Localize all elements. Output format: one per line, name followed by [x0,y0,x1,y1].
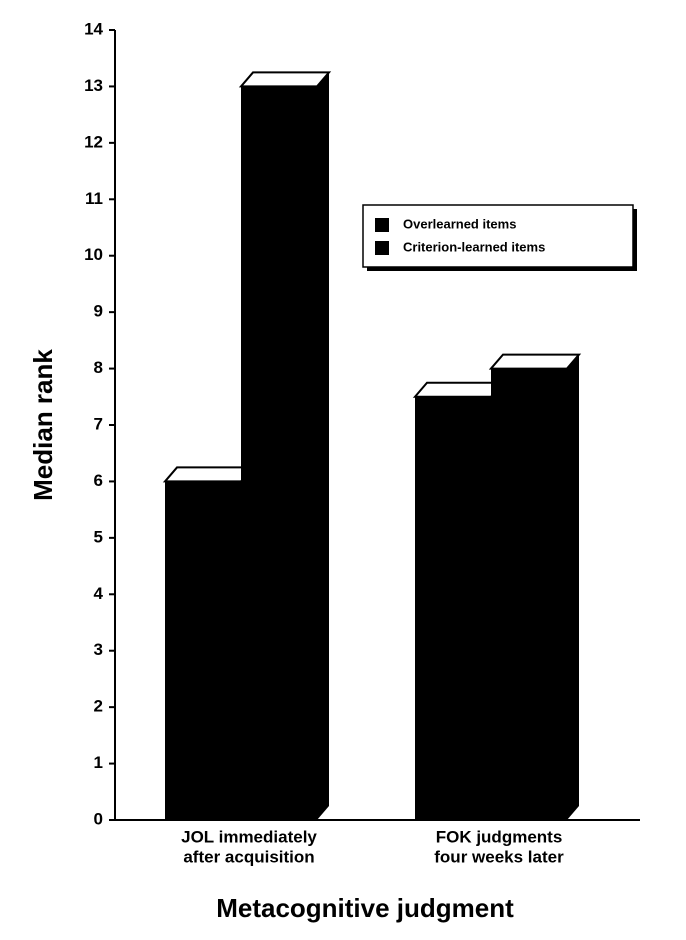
bar [241,86,317,820]
bar [415,396,491,820]
bar-side [317,72,329,820]
x-axis-title: Metacognitive judgment [216,893,514,923]
legend-swatch [375,218,389,232]
y-tick-label: 0 [94,809,103,828]
legend-label: Overlearned items [403,216,516,231]
legend-swatch [375,241,389,255]
y-tick-label: 4 [94,584,104,603]
bar [491,368,567,820]
y-tick-label: 12 [84,132,103,151]
legend-box [362,204,634,268]
y-tick-label: 7 [94,414,103,433]
y-tick-label: 5 [94,527,103,546]
bar-top [162,466,256,483]
bar [165,481,241,820]
y-tick-label: 10 [84,245,103,264]
x-tick-label: after acquisition [183,847,314,866]
y-tick-label: 11 [85,189,103,208]
bar-top [412,381,506,398]
bar-side [567,354,579,820]
x-tick-label: four weeks later [434,847,564,866]
legend-label: Criterion-learned items [403,239,545,254]
y-tick-label: 3 [94,640,103,659]
y-tick-label: 2 [94,697,103,716]
y-tick-label: 8 [94,358,103,377]
y-tick-label: 13 [84,76,103,95]
y-axis-title: Median rank [28,349,58,501]
y-tick-label: 6 [94,471,103,490]
y-tick-label: 14 [84,19,103,38]
x-tick-label: JOL immediately [181,827,317,846]
x-tick-label: FOK judgments [436,827,563,846]
bar-top [488,353,582,370]
y-tick-label: 9 [94,302,103,321]
bar-top [238,71,332,88]
y-tick-label: 1 [94,753,103,772]
